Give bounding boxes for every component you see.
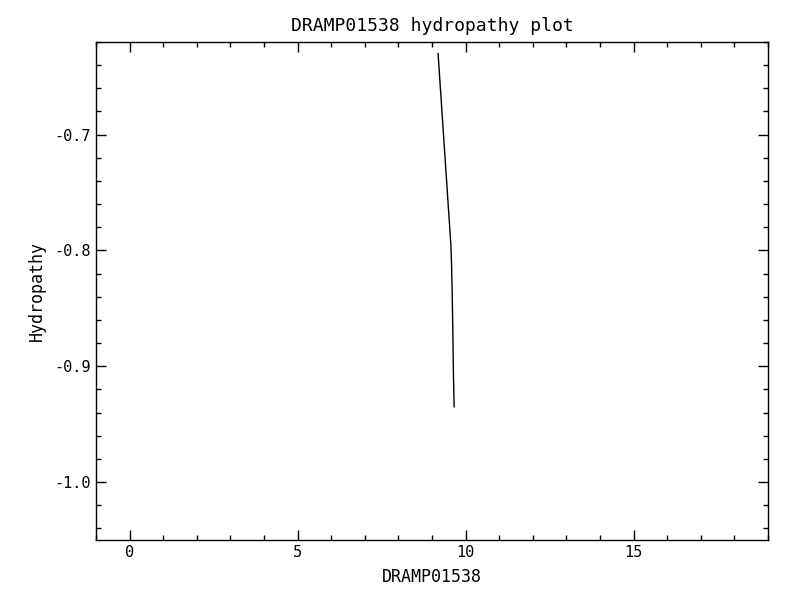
X-axis label: DRAMP01538: DRAMP01538 (382, 568, 482, 586)
Title: DRAMP01538 hydropathy plot: DRAMP01538 hydropathy plot (290, 17, 574, 35)
Y-axis label: Hydropathy: Hydropathy (28, 241, 46, 341)
